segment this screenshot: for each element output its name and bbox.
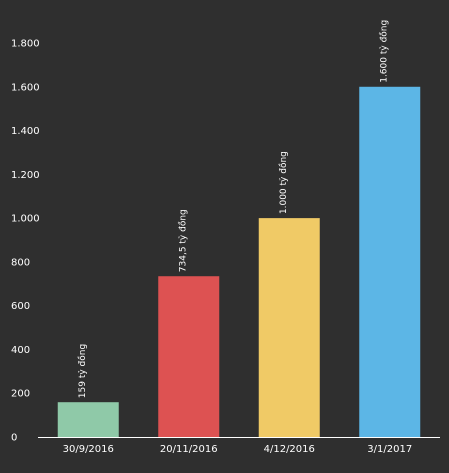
bar	[57, 402, 119, 437]
y-tick-label: 1.200	[11, 170, 40, 181]
category-labels: 30/9/2016 20/11/2016 4/12/2016 3/1/2017	[63, 444, 413, 455]
bar	[158, 276, 220, 437]
y-tick-label: 400	[11, 345, 30, 356]
y-axis-ticks: 0 200 400 600 800 1.000 1.200 1.400 1.600 1.800	[11, 39, 40, 444]
y-tick-label: 0	[11, 433, 17, 444]
y-tick-label: 1.000	[11, 214, 40, 225]
bars	[57, 86, 421, 438]
y-tick-label: 200	[11, 389, 30, 400]
data-labels: 159 tỷ đồng 734,5 tỷ đồng 1.000 tỷ đồng 1.6…	[77, 20, 390, 398]
data-label: 159 tỷ đồng	[77, 344, 88, 398]
y-tick-label: 1.600	[11, 82, 40, 93]
data-label: 1.000 tỷ đồng	[278, 151, 289, 214]
category-label: 4/12/2016	[264, 444, 315, 455]
y-tick-label: 800	[11, 257, 30, 268]
data-label: 1.600 tỷ đồng	[379, 20, 390, 83]
category-label: 3/1/2017	[367, 444, 412, 455]
y-tick-label: 600	[11, 301, 30, 312]
y-tick-label: 1.800	[11, 39, 40, 50]
y-tick-label: 1.400	[11, 126, 40, 137]
category-label: 30/9/2016	[63, 444, 114, 455]
data-label: 734,5 tỷ đồng	[178, 209, 189, 272]
category-label: 20/11/2016	[160, 444, 218, 455]
bar	[359, 86, 421, 438]
bar	[258, 218, 320, 437]
